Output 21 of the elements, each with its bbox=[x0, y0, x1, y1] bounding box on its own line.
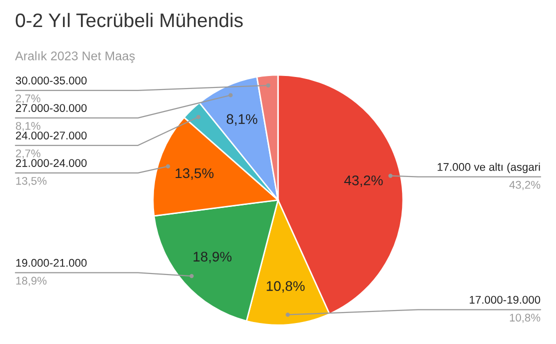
text: 2,7% bbox=[16, 149, 40, 159]
slice-label: 17.000 ve altı (asgari bbox=[438, 162, 540, 174]
text: 10,8% bbox=[510, 314, 540, 323]
slice-label: 17.000-19.000 bbox=[470, 296, 540, 304]
text: 2,7% bbox=[16, 94, 40, 104]
slice-label: 21.000-24.000 bbox=[16, 159, 87, 167]
text: 43,2% bbox=[509, 180, 540, 190]
text: 18,9% bbox=[16, 276, 47, 286]
data-label: 13,5% bbox=[176, 168, 214, 180]
data-label: 43,2% bbox=[344, 175, 383, 187]
data-label: 18,9% bbox=[194, 252, 232, 264]
text: 13,5% bbox=[16, 176, 47, 186]
slice-label: 19.000-21.000 bbox=[16, 258, 87, 267]
chart-subtitle: Aralık 2023 Net Maaş bbox=[15, 51, 135, 63]
chart-title: 0-2 Yıl Tecrübeli Mühendis bbox=[16, 12, 243, 28]
data-label: 8,1% bbox=[226, 114, 258, 126]
slice-label: 30.000-35.000 bbox=[16, 76, 87, 84]
slice-label: 27.000-30.000 bbox=[16, 104, 87, 112]
slice-label: 24.000-27.000 bbox=[16, 132, 87, 140]
text: 8,1% bbox=[16, 122, 40, 132]
data-label: 10,8% bbox=[266, 281, 305, 293]
